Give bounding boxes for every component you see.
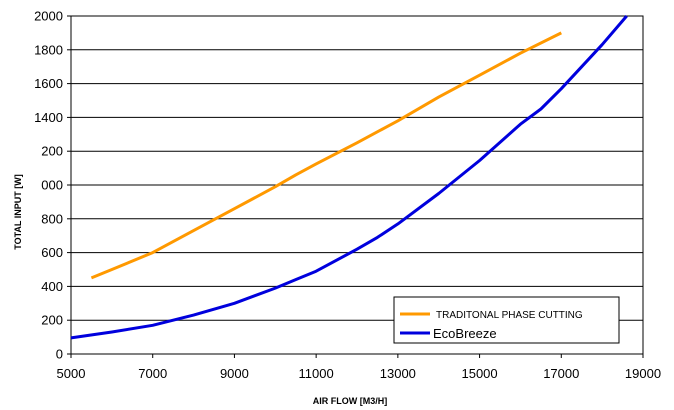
y-tick-label: 600 [41,245,63,260]
legend-label-traditional: TRADITONAL PHASE CUTTING [436,310,583,321]
x-tick-label: 17000 [543,366,579,381]
x-tick-labels: 5000 7000 9000 11000 13000 15000 17000 19000 [57,366,662,381]
x-tick-label: 13000 [380,366,416,381]
y-tick-label: 0 [56,347,63,362]
y-tick-label: 400 [41,279,63,294]
y-tick-label: 1400 [34,110,63,125]
series-line-traditional-phase-cutting [90,31,562,280]
legend-label-ecobreeze: EcoBreeze [433,326,497,341]
legend: TRADITONAL PHASE CUTTING EcoBreeze [393,296,620,344]
y-tick-label: 2000 [34,9,63,24]
y-axis-title: TOTAL INPUT [W] [13,174,23,250]
x-axis-title: AIR FLOW [M3/H] [313,396,388,406]
y-tick-labels: 0 200 400 600 800 000 200 1400 1600 1800 2000 [34,9,63,362]
x-tick-label: 7000 [138,366,167,381]
x-tick-label: 15000 [461,366,497,381]
series-lines [70,15,628,340]
y-tick-label: 200 [41,144,63,159]
y-tick-label: 000 [41,178,63,193]
y-tick-label: 200 [41,313,63,328]
x-tick-label: 5000 [57,366,86,381]
x-tick-label: 9000 [220,366,249,381]
y-tick-label: 800 [41,211,63,226]
axes [67,15,644,358]
y-tick-label: 1800 [34,42,63,57]
x-tick-label: 11000 [299,366,334,381]
legend-box [393,296,620,344]
y-tick-label: 1600 [34,76,63,91]
series-line-ecobreeze [70,15,628,340]
x-tick-label: 19000 [625,366,661,381]
